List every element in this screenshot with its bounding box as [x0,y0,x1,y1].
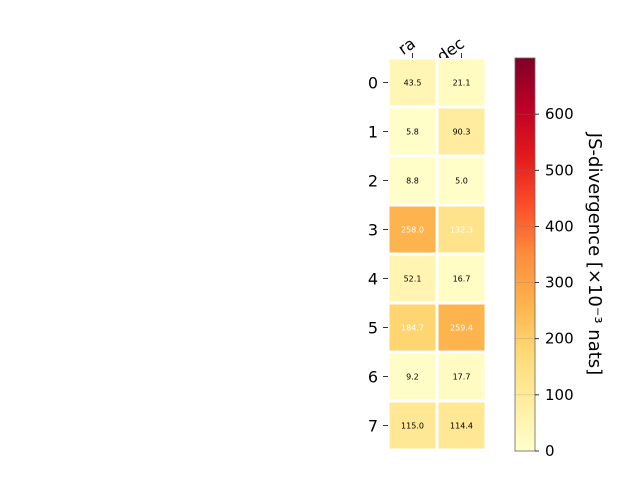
cell-value-label: 9.2 [406,373,419,382]
heatmap-cell [438,108,485,155]
cell-value-label: 43.5 [404,79,422,88]
cell-value-label: 52.1 [404,275,422,284]
colorbar-tick-label: 0 [545,442,555,460]
colorbar-tick-label: 600 [545,105,574,123]
colorbar-title: JS-divergence [×10⁻³ nats] [584,132,605,375]
cell-value-label: 16.7 [453,275,471,284]
colorbar-tick-label: 100 [545,386,574,404]
heatmap-cell [389,255,436,302]
heatmap-cell [438,157,485,204]
row-label: 1 [368,123,378,142]
heatmap-cell [438,402,485,449]
colorbar-tick-label: 200 [545,330,574,348]
heatmap-cell [389,157,436,204]
row-label: 3 [368,221,378,240]
heatmap-cell [438,206,485,253]
cell-value-label: 259.4 [450,324,473,333]
cell-value-label: 258.0 [401,226,424,235]
heatmap-cell [389,402,436,449]
colorbar-tick-label: 500 [545,161,574,179]
row-label: 6 [368,368,378,387]
row-label: 0 [368,74,378,93]
heatmap-cell [389,59,436,106]
cell-value-label: 5.8 [406,128,419,137]
cell-value-label: 5.0 [455,177,468,186]
row-label: 2 [368,172,378,191]
cell-value-label: 114.4 [450,422,473,431]
cell-value-label: 184.7 [401,324,424,333]
colorbar-tick-label: 300 [545,274,574,292]
heatmap-cell [438,255,485,302]
cell-value-label: 8.8 [406,177,419,186]
row-label: 7 [368,417,378,436]
heatmap-cell [438,353,485,400]
row-labels: 0 1 2 3 4 5 6 7 [368,74,388,436]
heatmap-cell [389,304,436,351]
cell-value-label: 90.3 [453,128,471,137]
cell-value-label: 17.7 [453,373,471,382]
colorbar-ticks: 0 100 200 300 400 500 600 [515,105,574,460]
colorbar-tick-label: 400 [545,217,574,235]
heatmap-cell [389,353,436,400]
heatmap-cell [389,108,436,155]
row-label: 5 [368,319,378,338]
heatmap-cells: 43.5 21.1 5.8 90.3 8.8 5.0 258.0 132.3 52.1 16.7 1… [388,58,486,450]
row-label: 4 [368,270,378,289]
heatmap-cell [389,206,436,253]
cell-value-label: 115.0 [401,422,424,431]
column-label: ra [394,34,418,59]
colorbar-gradient [514,57,536,452]
cell-value-label: 21.1 [453,79,471,88]
cell-value-label: 132.3 [450,226,473,235]
colorbar: 0 100 200 300 400 500 600 JS-divergence [×10⁻³… [514,57,605,460]
heatmap-cell [438,59,485,106]
heatmap-cell [438,304,485,351]
